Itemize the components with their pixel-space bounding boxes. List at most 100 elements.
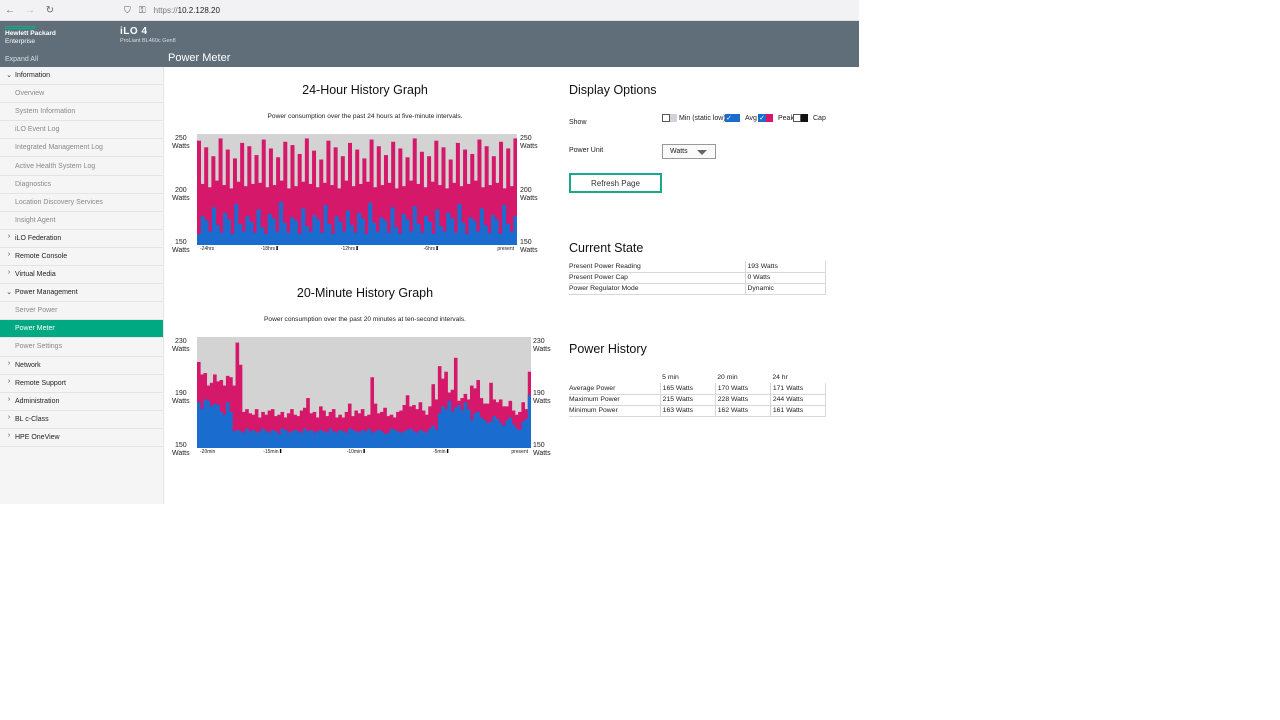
peak-bar bbox=[218, 138, 223, 245]
peak-bar bbox=[355, 149, 360, 245]
peak-bar bbox=[437, 185, 442, 245]
min-checkbox[interactable] bbox=[662, 114, 670, 122]
x-tick-mark bbox=[356, 246, 358, 250]
sidebar-item-information[interactable]: ⌄ Information bbox=[0, 67, 163, 86]
avg-bar bbox=[380, 431, 384, 448]
avg-bar bbox=[230, 233, 235, 245]
legend-min[interactable]: Min (static low) bbox=[662, 114, 726, 122]
peak-bar bbox=[469, 385, 474, 448]
sidebar-item-power-settings[interactable]: Power Settings bbox=[0, 338, 163, 357]
sidebar-item-virtual-media[interactable]: › Virtual Media bbox=[0, 266, 163, 285]
table-row: Present Power Cap 0 Watts bbox=[569, 272, 826, 284]
back-arrow-icon[interactable]: ← bbox=[5, 4, 15, 16]
cap-checkbox[interactable] bbox=[793, 114, 801, 122]
legend-avg-label: Avg bbox=[745, 114, 757, 122]
peak-bar bbox=[297, 153, 302, 245]
avg-bar bbox=[401, 213, 406, 245]
avg-bar bbox=[270, 429, 275, 448]
peak-bar bbox=[229, 188, 234, 245]
legend-cap[interactable]: Cap bbox=[793, 114, 826, 122]
peak-bar bbox=[272, 185, 277, 245]
sidebar-item-network[interactable]: › Network bbox=[0, 357, 163, 375]
sidebar-item-diagnostics[interactable]: Diagnostics bbox=[0, 176, 163, 194]
sidebar-item-insight-agent[interactable]: Insight Agent bbox=[0, 212, 163, 230]
avg-bar bbox=[277, 434, 281, 449]
peak-bar bbox=[373, 187, 378, 245]
sidebar-item-label: Integrated Management Log bbox=[15, 144, 103, 152]
forward-arrow-icon[interactable]: → bbox=[25, 4, 35, 16]
peak-bar bbox=[383, 155, 388, 245]
avg-bar bbox=[316, 219, 321, 245]
avg-bar bbox=[319, 429, 323, 448]
avg-bar bbox=[353, 232, 358, 245]
avg-bar bbox=[405, 429, 410, 448]
peak-bar bbox=[197, 140, 201, 245]
sidebar-item-ilo-event-log[interactable]: iLO Event Log bbox=[0, 121, 163, 140]
sidebar-item-power-management[interactable]: ⌄ Power Management bbox=[0, 284, 163, 303]
sidebar-item-ilo-federation[interactable]: › iLO Federation bbox=[0, 230, 163, 248]
sidebar-item-bl-c-class[interactable]: › BL c-Class bbox=[0, 411, 163, 429]
sidebar-item-power-meter[interactable]: Power Meter bbox=[0, 320, 163, 339]
avg-bar bbox=[290, 431, 294, 448]
avg-bar bbox=[364, 431, 368, 448]
sidebar-item-system-information[interactable]: System Information bbox=[0, 103, 163, 122]
avg-bar bbox=[234, 203, 239, 245]
address-bar[interactable]: ⛉ ⚿ https://10.2.128.20 bbox=[124, 5, 220, 16]
chevron-right-icon: › bbox=[7, 359, 11, 367]
peak-checkbox[interactable]: ✓ bbox=[758, 114, 766, 122]
sidebar-item-active-health-system-log[interactable]: Active Health System Log bbox=[0, 157, 163, 176]
peak-bar bbox=[235, 342, 240, 448]
avg-bar bbox=[527, 395, 531, 448]
avg-bar bbox=[476, 411, 481, 448]
reload-icon[interactable]: ↻ bbox=[45, 4, 55, 16]
sidebar-item-server-power[interactable]: Server Power bbox=[0, 302, 163, 321]
peak-bar bbox=[431, 384, 436, 448]
legend-peak[interactable]: ✓ Peak bbox=[758, 114, 794, 122]
avg-bar bbox=[464, 233, 470, 245]
avg-bar bbox=[209, 406, 214, 449]
avg-bar bbox=[402, 431, 407, 448]
avg-bar bbox=[222, 414, 227, 448]
sidebar-item-administration[interactable]: › Administration bbox=[0, 393, 163, 411]
avg-bar bbox=[494, 219, 499, 245]
sidebar-item-label: Virtual Media bbox=[15, 271, 56, 279]
avg-bar bbox=[389, 428, 394, 448]
avg-bar bbox=[479, 417, 484, 448]
expand-all-link[interactable]: Expand All bbox=[5, 56, 39, 63]
sidebar-item-label: Insight Agent bbox=[15, 216, 56, 224]
peak-bar bbox=[204, 147, 209, 245]
sidebar-item-location-discovery-services[interactable]: Location Discovery Services bbox=[0, 194, 163, 212]
avg-checkbox[interactable]: ✓ bbox=[725, 114, 733, 122]
sidebar-item-remote-support[interactable]: › Remote Support bbox=[0, 375, 163, 393]
refresh-page-button[interactable]: Refresh Page bbox=[569, 173, 662, 193]
avg-bar bbox=[335, 432, 339, 448]
avg-bar bbox=[293, 429, 297, 448]
peak-bar bbox=[200, 183, 205, 245]
avg-bar bbox=[241, 231, 246, 245]
avg-bar bbox=[213, 403, 217, 448]
avg-bar bbox=[513, 216, 517, 245]
peak-bar bbox=[333, 147, 338, 245]
sidebar-item-integrated-management-log[interactable]: Integrated Management Log bbox=[0, 139, 163, 158]
avg-bar bbox=[379, 217, 384, 245]
avg-bar bbox=[219, 411, 224, 448]
avg-bar bbox=[203, 399, 208, 448]
peak-bar bbox=[240, 142, 245, 245]
avg-bar bbox=[490, 215, 496, 245]
history-value: 215 Watts bbox=[659, 394, 716, 406]
power-history-table: 5 min 20 min 24 hr Average Power 165 Watts 17… bbox=[569, 372, 827, 417]
sidebar-item-remote-console[interactable]: › Remote Console bbox=[0, 248, 163, 267]
peak-bar bbox=[380, 185, 385, 245]
sidebar-item-label: BL c-Class bbox=[15, 415, 49, 423]
power-unit-select[interactable]: Watts bbox=[662, 144, 716, 159]
day-graph-description: Power consumption over the past 24 hours… bbox=[267, 113, 463, 120]
peak-bar bbox=[232, 385, 236, 448]
sidebar-item-overview[interactable]: Overview bbox=[0, 85, 163, 104]
peak-bar bbox=[370, 377, 375, 448]
peak-bar bbox=[513, 138, 517, 245]
peak-bar bbox=[344, 411, 349, 448]
avg-bar bbox=[428, 428, 432, 448]
legend-avg[interactable]: ✓ Avg bbox=[725, 114, 757, 122]
peak-bar bbox=[470, 153, 475, 245]
sidebar-item-hpe-oneview[interactable]: › HPE OneView bbox=[0, 429, 163, 447]
